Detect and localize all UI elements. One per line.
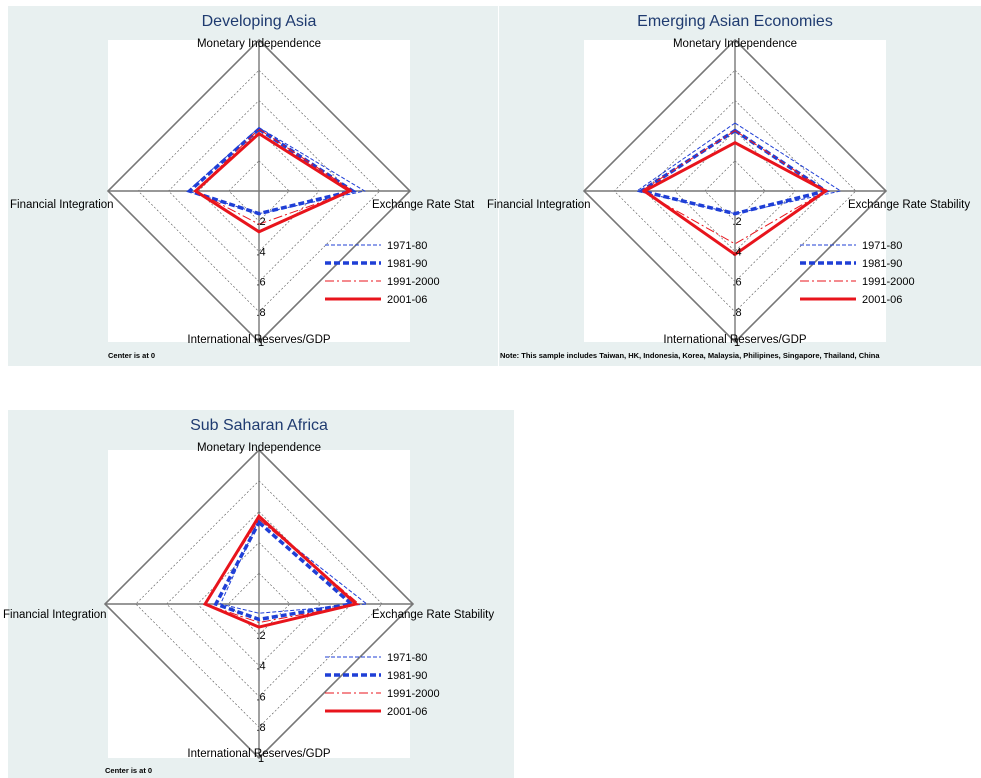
- chart-title: Sub Saharan Africa: [190, 417, 328, 434]
- legend-label: 1991-2000: [387, 688, 440, 700]
- axis-label: Exchange Rate Stability: [372, 609, 494, 621]
- tick-label: .6: [256, 277, 265, 289]
- series-2001-06: [202, 513, 360, 629]
- axis-label: Monetary Independence: [197, 38, 321, 50]
- axis-label: Financial Integration: [487, 199, 591, 211]
- tick-label: .2: [256, 216, 265, 228]
- radar-panel-1: Developing Asia .2 .4 .6 .8 1 Monetary Indepen…: [8, 6, 498, 366]
- axis-label: International Reserves/GDP: [663, 334, 807, 346]
- axis-label: Exchange Rate Stability: [848, 199, 970, 211]
- tick-label: 1: [734, 337, 740, 349]
- chart-note: Note: This sample includes Taiwan, HK, I…: [500, 351, 880, 360]
- tick-label: .8: [256, 307, 265, 319]
- tick-label: 1: [258, 753, 264, 765]
- axis-label: Monetary Independence: [197, 442, 321, 454]
- tick-label: .8: [256, 722, 265, 734]
- chart-note: Center is at 0: [108, 351, 155, 360]
- tick-label: .6: [732, 277, 741, 289]
- axis-label: International Reserves/GDP: [187, 334, 331, 346]
- legend-label: 2001-06: [862, 294, 902, 306]
- legend-label: 1981-90: [862, 258, 902, 270]
- grid-ring: [227, 572, 291, 636]
- tick-label: 1: [258, 337, 264, 349]
- series-2001-06: [641, 140, 829, 257]
- chart-title: Developing Asia: [202, 13, 317, 30]
- series-1971-80: [219, 518, 369, 614]
- radar-panel-2: Emerging Asian Economies .2 .4 .6 .8 1 Monetar…: [487, 6, 981, 366]
- axis-label: Financial Integration: [3, 609, 107, 621]
- series-2001-06: [193, 131, 353, 234]
- legend-label: 1981-90: [387, 258, 427, 270]
- legend-label: 2001-06: [387, 706, 427, 718]
- series-1991-2000: [640, 130, 827, 245]
- tick-label: .4: [256, 246, 265, 258]
- series-1981-90: [213, 519, 356, 622]
- tick-label: .2: [732, 216, 741, 228]
- series-1971-80: [635, 122, 842, 215]
- radar-panel-3: Sub Saharan Africa .2 .4 .6 .8 1 Monetary Inde…: [3, 410, 514, 778]
- legend-label: 1991-2000: [862, 276, 915, 288]
- tick-label: .6: [256, 691, 265, 703]
- legend-label: 1971-80: [387, 240, 427, 252]
- tick-label: .4: [732, 246, 741, 258]
- grid-ring: [674, 130, 796, 252]
- tick-label: .2: [256, 630, 265, 642]
- legend-label: 2001-06: [387, 294, 427, 306]
- axis-label: Monetary Independence: [673, 38, 797, 50]
- legend-label: 1971-80: [862, 240, 902, 252]
- legend-label: 1991-2000: [387, 276, 440, 288]
- tick-label: .8: [732, 307, 741, 319]
- chart-title: Emerging Asian Economies: [637, 13, 833, 30]
- axis-label: Financial Integration: [10, 199, 114, 211]
- legend-label: 1971-80: [387, 652, 427, 664]
- axis-label: International Reserves/GDP: [187, 748, 331, 760]
- tick-label: .4: [256, 661, 265, 673]
- chart-note: Center is at 0: [105, 766, 152, 775]
- axis-label: Exchange Rate Stat: [372, 199, 475, 211]
- legend-label: 1981-90: [387, 670, 427, 682]
